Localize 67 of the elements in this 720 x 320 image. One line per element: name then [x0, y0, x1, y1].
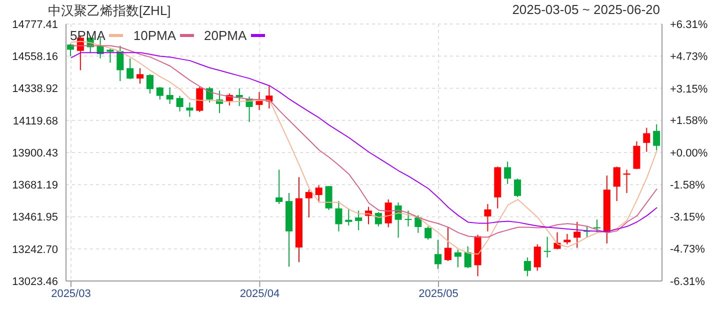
candlestick — [574, 221, 581, 248]
y-tick-label: 14119.68 — [12, 115, 58, 128]
chart-title: 中汉聚乙烯指数[ZHL] — [48, 2, 171, 20]
candlestick — [653, 124, 660, 151]
y2-tick-label: +6.31% — [670, 18, 708, 31]
y2-tick-label: -4.73% — [670, 244, 706, 256]
candlestick — [414, 214, 422, 234]
candlestick — [186, 102, 194, 118]
y2-tick-label: +3.15% — [670, 83, 708, 96]
candlestick — [514, 178, 521, 198]
x-tick-label: 2025/03 — [51, 288, 91, 300]
y2-tick-label: +0.00% — [670, 147, 708, 160]
y-tick-label: 13023.46 — [12, 276, 58, 288]
candlestick — [276, 169, 283, 204]
candlestick — [613, 166, 620, 202]
candlestick — [236, 88, 243, 107]
candlestick — [116, 45, 124, 82]
candlestick — [484, 203, 492, 232]
y-tick-label: 14558.16 — [12, 51, 58, 64]
candlestick — [534, 244, 541, 272]
y2-tick-label: +4.73% — [670, 51, 708, 64]
legend-label: 20PMA — [204, 28, 247, 43]
candlestick — [633, 140, 640, 170]
chart-subtitle: 2025-03-05 ~ 2025-06-20 — [512, 2, 660, 17]
candlestick — [504, 161, 512, 184]
candlestick — [146, 74, 154, 94]
y-tick-label: 13461.95 — [12, 212, 58, 224]
candlestick — [345, 208, 352, 226]
candlestick — [166, 87, 174, 104]
candlestick — [544, 236, 551, 258]
y-tick-label: 14338.92 — [12, 83, 58, 96]
candlestick — [355, 210, 362, 231]
legend-label: 10PMA — [133, 28, 176, 43]
candlestick — [444, 226, 452, 262]
candlestick — [106, 48, 114, 64]
candlestick — [136, 68, 144, 84]
candlestick — [593, 219, 600, 233]
candlestick — [176, 95, 184, 112]
y-tick-label: 14777.41 — [12, 18, 58, 31]
candlestick — [335, 200, 342, 232]
candlestick — [384, 198, 392, 228]
candlestick — [643, 127, 650, 152]
legend-label: 5PMA — [70, 28, 106, 43]
y2-tick-label: -1.58% — [670, 180, 706, 192]
x-tick-label: 2025/04 — [240, 288, 280, 300]
y-tick-label: 13900.43 — [12, 147, 58, 160]
candlestick — [305, 189, 312, 218]
candlestick — [196, 86, 204, 112]
candlestick — [156, 86, 164, 100]
candlestick — [524, 256, 531, 277]
candlestick — [464, 246, 472, 269]
candlestick — [434, 239, 442, 270]
candlestick — [126, 58, 134, 80]
y-tick-label: 13681.19 — [12, 180, 58, 192]
y-tick-label: 13242.70 — [12, 244, 58, 256]
candlestick — [424, 226, 432, 240]
candlestick — [404, 210, 412, 227]
candlestick — [206, 86, 214, 103]
candlestick — [315, 184, 322, 204]
x-tick-label: 2025/05 — [418, 288, 458, 300]
candlestick — [454, 249, 462, 268]
candlestick — [256, 92, 263, 110]
candlestick — [564, 233, 571, 245]
y2-tick-label: -3.15% — [670, 212, 706, 224]
y2-tick-label: -6.31% — [670, 276, 706, 288]
candlestick — [325, 186, 332, 210]
y2-tick-label: +1.58% — [670, 115, 708, 128]
